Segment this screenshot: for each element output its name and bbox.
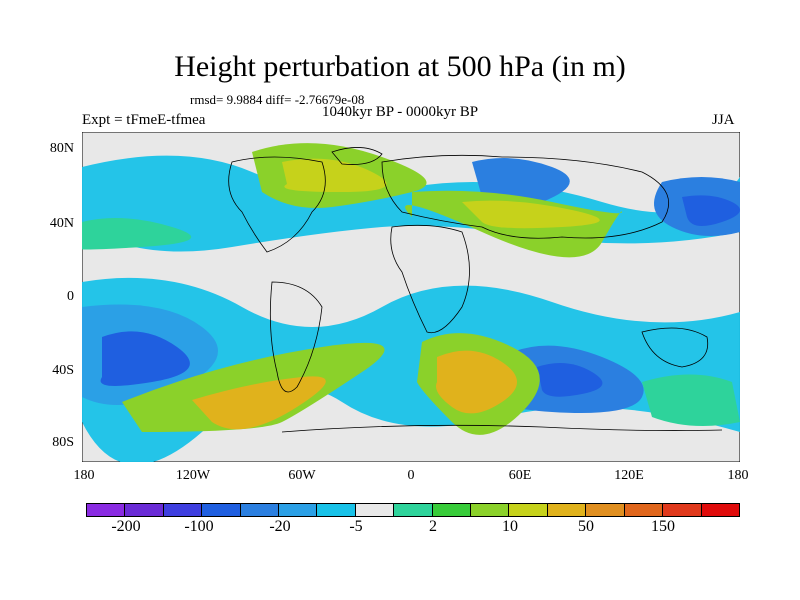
x-tick-label: 180 [73, 468, 95, 483]
colorbar-swatch [125, 504, 164, 516]
contour-band [100, 331, 190, 386]
coastlines [228, 147, 723, 433]
colorbar-label: 2 [429, 518, 437, 535]
colorbar-swatch [202, 504, 241, 516]
x-tick-label: 120E [614, 468, 644, 483]
plot-title: Height perturbation at 500 hPa (in m) [174, 50, 626, 83]
colorbar-swatch [87, 504, 126, 516]
y-tick-label: 40N [49, 216, 74, 231]
x-tick-label: 60E [508, 468, 532, 483]
stats-line: rmsd= 9.9884 diff= -2.76679e-08 [190, 92, 365, 107]
x-tick-label: 180 [727, 468, 749, 483]
colorbar-label: 50 [578, 518, 594, 535]
contour-band [642, 374, 740, 426]
y-tick-label: 40S [52, 363, 74, 378]
colorbar-swatch [624, 504, 664, 516]
period-line: 1040kyr BP - 0000kyr BP [322, 104, 479, 120]
contour-band [282, 158, 387, 192]
colorbar-swatch [509, 504, 548, 516]
colorbar-swatch [432, 504, 472, 516]
height-perturbation-map [78, 131, 741, 465]
y-tick-label: 80S [52, 435, 74, 450]
experiment-label: Expt = tFmeE-tfmea [82, 112, 206, 128]
colorbar-swatch [586, 504, 625, 516]
colorbar-label: 10 [502, 518, 518, 535]
colorbar-swatch [701, 504, 739, 516]
contour-band [82, 277, 740, 465]
colorbar [86, 503, 740, 517]
map-panel [78, 131, 741, 465]
colorbar-swatch [279, 504, 318, 516]
colorbar-swatch [547, 504, 587, 516]
colorbar-swatch [317, 504, 356, 516]
colorbar-label: -5 [349, 518, 363, 535]
colorbar-swatch [394, 504, 433, 516]
colorbar-swatch [163, 504, 203, 516]
colorbar-swatch [355, 504, 395, 516]
colorbar-label: -100 [184, 518, 214, 535]
season-label: JJA [712, 112, 735, 128]
contour-band [537, 363, 603, 397]
x-tick-label: 0 [407, 468, 415, 483]
colorbar-swatch [663, 504, 702, 516]
y-tick-label: 80N [49, 141, 74, 156]
contour-band [192, 376, 326, 430]
contour-band [682, 195, 740, 226]
colorbar-label: -20 [269, 518, 291, 535]
colorbar-swatch [471, 504, 510, 516]
x-tick-label: 120W [175, 468, 211, 483]
contour-band [436, 350, 517, 414]
colorbar-label: 150 [651, 518, 675, 535]
x-tick-label: 60W [288, 468, 316, 483]
y-tick-label: 0 [67, 289, 74, 304]
contour-band [462, 200, 600, 229]
colorbar-swatch [240, 504, 280, 516]
contour-band [78, 218, 192, 250]
colorbar-label: -200 [111, 518, 141, 535]
